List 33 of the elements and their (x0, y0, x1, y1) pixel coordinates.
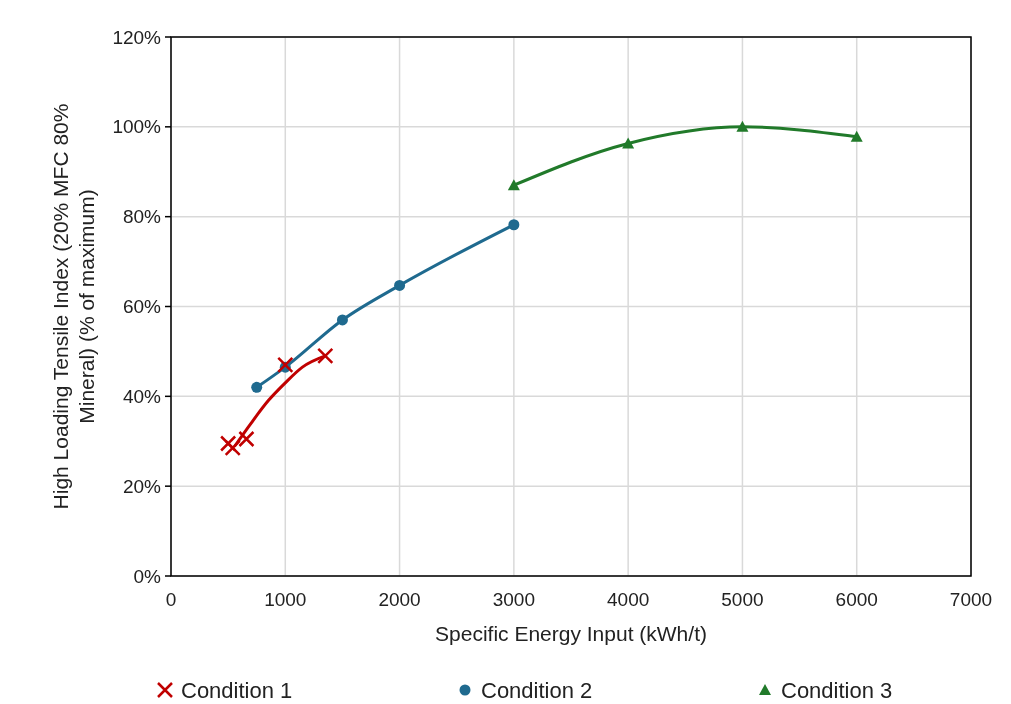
y-tick-label: 80% (122, 206, 162, 228)
legend-label: Condition 1 (181, 677, 293, 703)
x-tick-label: 2000 (378, 589, 421, 610)
point (224, 439, 241, 457)
point (507, 179, 520, 191)
point (251, 381, 263, 393)
point (317, 347, 334, 365)
x-tick-label: 6000 (835, 589, 878, 610)
y-tick-label: 100% (112, 116, 162, 138)
x-tick-label: 3000 (492, 589, 535, 610)
y-tick-label: 120% (112, 26, 162, 48)
point (850, 130, 863, 142)
point (219, 435, 237, 452)
x-axis-title: Specific Energy Input (kWh/t) (435, 622, 707, 645)
point (277, 356, 294, 374)
x-tick-label: 0 (165, 589, 177, 610)
y-tick-label: 60% (122, 296, 162, 318)
x-tick-label: 7000 (949, 589, 993, 610)
y-tick-label: 0% (133, 565, 162, 587)
x-tick-label: 4000 (607, 589, 650, 610)
point (238, 430, 255, 448)
x-tick-label: 5000 (721, 589, 764, 610)
point (394, 279, 406, 291)
point (622, 137, 635, 149)
point (336, 314, 348, 326)
legend-label: Condition 3 (781, 677, 893, 703)
y-tick-label: 40% (122, 385, 162, 407)
x-tick-label: 1000 (264, 589, 307, 610)
point (736, 120, 749, 132)
point (508, 219, 520, 231)
y-tick-label: 20% (122, 475, 162, 497)
legend-label: Condition 2 (481, 677, 593, 703)
y-axis-title: High Loading Tensile Index (20% MFC 80% Mineral) (% of maximum) (49, 103, 98, 510)
